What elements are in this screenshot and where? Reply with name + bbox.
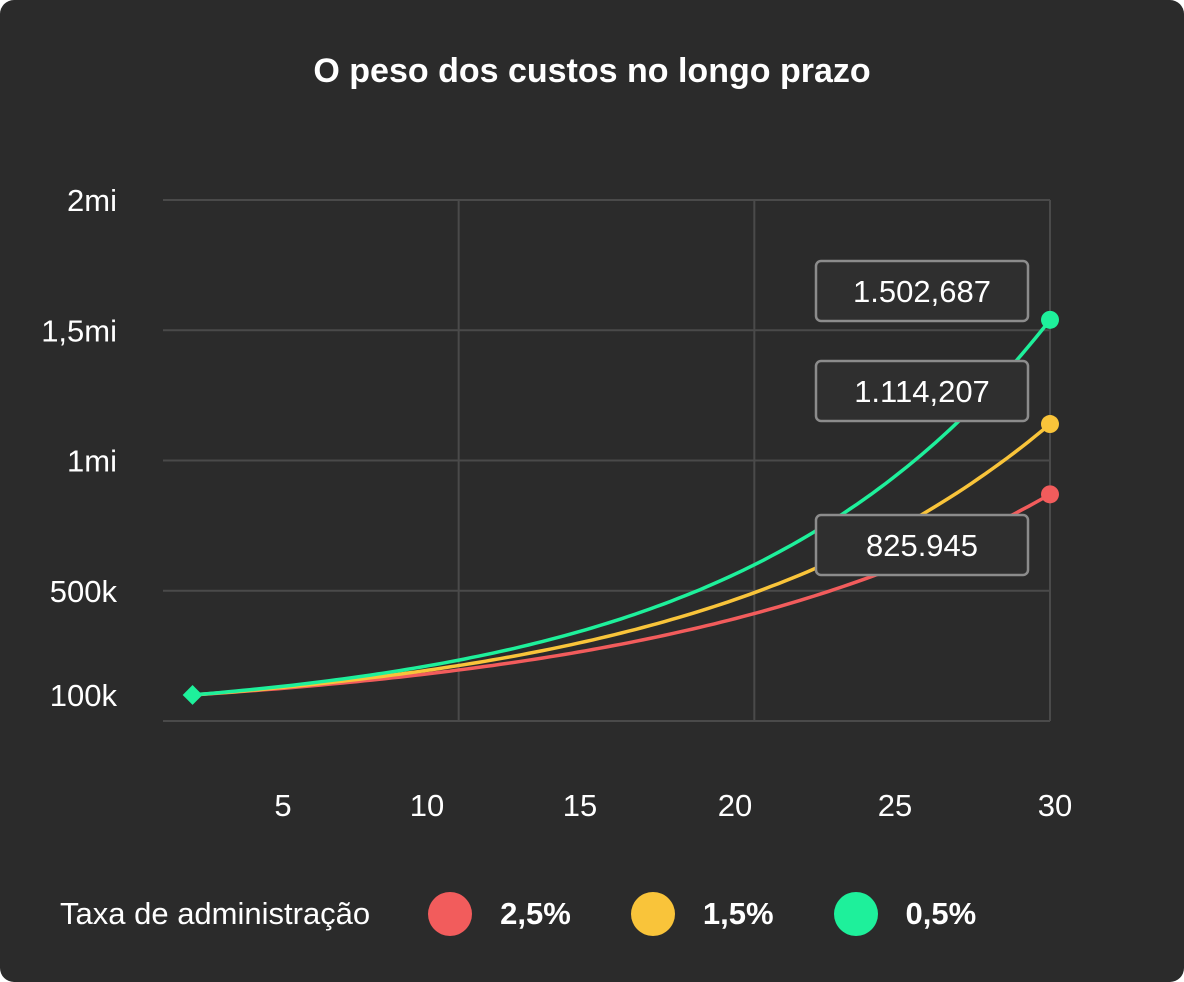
- y-tick-label: 100k: [50, 678, 118, 713]
- x-tick-label: 20: [718, 788, 752, 823]
- value-label-box: [814, 513, 1030, 577]
- legend-swatch-1-5: [630, 892, 675, 936]
- value-label-0: 825.945: [814, 513, 1030, 577]
- start-point: [182, 685, 203, 705]
- end-point-1: [1041, 415, 1059, 434]
- value-label-box: [814, 259, 1030, 323]
- legend-label-0-5: 0,5%: [905, 896, 977, 931]
- y-axis-ticks: 100k 500k 1mi 1,5mi 2mi: [41, 183, 117, 713]
- value-label-text: 1.114,207: [854, 374, 990, 409]
- legend-item-2-5: 2,5%: [428, 892, 571, 936]
- x-tick-label: 30: [1038, 788, 1072, 823]
- legend-label-1-5: 1,5%: [702, 896, 774, 931]
- end-point-0: [1041, 485, 1059, 504]
- value-label-1: 1.114,207: [814, 359, 1030, 423]
- x-axis-ticks: 5 10 15 20 25 30: [274, 788, 1072, 823]
- legend-swatch-0-5: [833, 892, 878, 936]
- grid: [163, 199, 1051, 722]
- y-tick-label: 1,5mi: [41, 313, 117, 348]
- legend: Taxa de administração 2,5% 1,5% 0,5%: [60, 890, 1036, 938]
- legend-label-2-5: 2,5%: [500, 896, 571, 931]
- value-labels: 1.502,687 1.114,207 825.945: [814, 259, 1030, 577]
- value-label-text: 825.945: [866, 528, 978, 563]
- x-tick-label: 15: [563, 788, 597, 823]
- y-tick-label: 500k: [50, 574, 118, 609]
- y-tick-label: 2mi: [67, 183, 117, 218]
- series-line-2: [192, 318, 1052, 697]
- legend-item-1-5: 1,5%: [630, 892, 774, 936]
- value-label-2: 1.502,687: [814, 259, 1030, 323]
- value-label-text: 1.502,687: [853, 274, 991, 309]
- legend-title: Taxa de administração: [60, 896, 371, 931]
- x-tick-label: 5: [274, 788, 291, 823]
- end-point-2: [1041, 310, 1059, 329]
- x-tick-label: 10: [410, 788, 444, 823]
- x-tick-label: 25: [878, 788, 912, 823]
- chart-title: O peso dos custos no longo prazo: [313, 52, 871, 90]
- legend-item-0-5: 0,5%: [833, 892, 977, 936]
- y-tick-label: 1mi: [67, 444, 117, 479]
- value-label-box: [814, 359, 1030, 423]
- legend-swatch-2-5: [428, 892, 473, 936]
